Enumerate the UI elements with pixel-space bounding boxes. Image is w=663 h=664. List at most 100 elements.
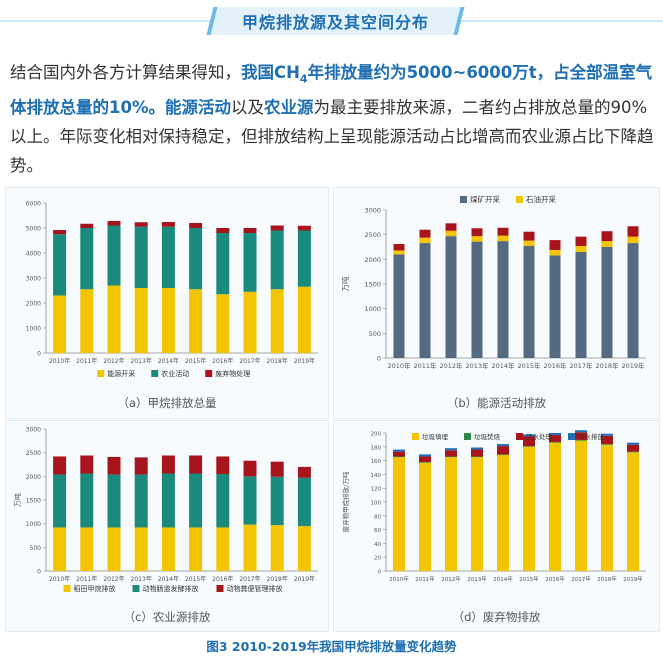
chart-c: 0 500 1000 1500 2000 2500 3000 万吨 2010年 2011年 2012… <box>13 427 318 593</box>
bar-垃圾填埋-2018年 <box>601 444 613 571</box>
intro-paragraph: 结合国内外各方计算结果得知，我国CH4年排放量约为5000~6000万t，占全部… <box>10 58 658 180</box>
y-tick-label: 0 <box>37 569 41 576</box>
bar-石油开采-2016年 <box>549 249 561 256</box>
intro-bold-1: 我国CH4年排放量约为5000~6000万t，占全部温室气体排放总量的10%。 <box>10 63 653 118</box>
bar-污水排放-2013年 <box>471 447 483 450</box>
bar-污水排放-2015年 <box>523 434 535 437</box>
y-tick-label: 20 <box>374 556 381 562</box>
bar-series-2-2018年 <box>601 231 613 242</box>
section-banner: 甲烷排放源及其空间分布 <box>0 0 663 42</box>
bar-动物肠道发酵排放-2015年 <box>189 473 203 528</box>
bar-污水处理-2019年 <box>627 444 639 452</box>
bar-污水排放-2014年 <box>497 444 509 447</box>
bar-煤矿开采-2011年 <box>419 243 431 358</box>
y-tick-label: 5000 <box>26 226 41 233</box>
x-tick-label: 2017年 <box>569 361 593 370</box>
chart-panel-c: 0 500 1000 1500 2000 2500 3000 万吨 2010年 2011年 2012… <box>5 420 329 632</box>
bar-能源开采-2012年 <box>107 285 121 353</box>
x-tick-label: 2018年 <box>267 357 288 365</box>
y-tick-label: 2000 <box>26 301 41 308</box>
bar-石油开采-2012年 <box>445 230 457 237</box>
bar-煤矿开采-2017年 <box>575 251 587 358</box>
bar-农业活动-2016年 <box>216 233 230 295</box>
bar-稻田甲烷排放-2012年 <box>107 527 121 571</box>
bar-垃圾填埋-2011年 <box>419 462 431 571</box>
bar-废弃物处理-2014年 <box>161 222 175 227</box>
bar-动物粪便管理排放-2014年 <box>161 455 175 474</box>
y-tick-label: 1000 <box>26 521 41 528</box>
bar-动物粪便管理排放-2013年 <box>134 457 148 475</box>
x-tick-label: 2018年 <box>595 361 619 370</box>
bar-动物粪便管理排放-2011年 <box>80 455 94 474</box>
legend-swatch-动物粪便管理排放 <box>216 585 224 592</box>
legend-label-石油开采: 石油开采 <box>526 194 556 204</box>
y-tick-label: 0 <box>377 355 381 363</box>
bar-污水排放-2011年 <box>419 454 431 457</box>
bar-废弃物处理-2010年 <box>53 230 67 235</box>
y-tick-label: 160 <box>371 459 382 465</box>
intro-bold-agri: 农业源 <box>264 98 314 118</box>
x-tick-label: 2017年 <box>239 357 260 365</box>
bar-动物粪便管理排放-2018年 <box>270 461 284 477</box>
y-tick-label: 0 <box>37 351 41 358</box>
y-tick-label: 80 <box>374 514 381 520</box>
bar-能源开采-2011年 <box>80 289 94 353</box>
x-tick-label: 2012年 <box>103 357 124 365</box>
bar-垃圾焚烧-2018年 <box>601 444 613 445</box>
bar-稻田甲烷排放-2015年 <box>189 527 203 571</box>
y-tick-label: 40 <box>374 542 381 548</box>
legend-swatch-农业活动 <box>151 370 159 377</box>
bar-废弃物处理-2013年 <box>134 222 148 227</box>
bar-动物粪便管理排放-2019年 <box>297 466 311 478</box>
x-tick-label: 2010年 <box>387 361 411 370</box>
bar-series-2-2016年 <box>549 240 561 250</box>
bar-series-2-2013年 <box>471 228 483 237</box>
y-tick-label: 200 <box>371 432 382 438</box>
bar-动物粪便管理排放-2015年 <box>189 455 203 474</box>
x-tick-label: 2018年 <box>597 575 617 583</box>
bar-动物粪便管理排放-2010年 <box>53 456 67 475</box>
x-tick-label: 2011年 <box>413 361 437 370</box>
bar-动物粪便管理排放-2012年 <box>107 456 121 475</box>
intro-text-2: 以及 <box>231 98 264 118</box>
bar-能源开采-2013年 <box>134 288 148 353</box>
x-tick-label: 2010年 <box>49 357 70 365</box>
legend-swatch-废弃物处理 <box>205 370 213 377</box>
x-tick-label: 2019年 <box>621 361 645 370</box>
legend-label-垃圾焚烧: 垃圾焚烧 <box>474 432 501 441</box>
chart-a: 0 1000 2000 3000 4000 5000 6000 2010年 2011年 2012年… <box>26 201 318 378</box>
intro-text-1: 结合国内外各方计算结果得知， <box>10 63 241 82</box>
bar-稻田甲烷排放-2010年 <box>53 527 67 571</box>
bar-垃圾填埋-2013年 <box>471 457 483 571</box>
y-tick-label: 1000 <box>364 305 381 313</box>
bar-石油开采-2014年 <box>497 235 509 242</box>
y-tick-label: 500 <box>369 330 381 338</box>
x-tick-label: 2012年 <box>441 575 461 583</box>
x-tick-label: 2010年 <box>389 575 409 583</box>
legend-swatch-污水处理 <box>516 433 523 440</box>
x-tick-label: 2015年 <box>185 575 206 583</box>
bar-农业活动-2017年 <box>243 233 257 292</box>
legend-swatch-石油开采 <box>516 196 523 203</box>
bar-series-2-2019年 <box>627 226 639 237</box>
y-tick-label: 100 <box>371 501 382 507</box>
chart-c-caption: （c）农业源排放 <box>123 610 211 624</box>
bar-垃圾填埋-2017年 <box>575 440 587 571</box>
bar-农业活动-2011年 <box>80 228 94 290</box>
bar-污水处理-2016年 <box>549 435 561 442</box>
legend-label-稻田甲烷排放: 稻田甲烷排放 <box>74 584 116 593</box>
bar-污水处理-2012年 <box>445 450 457 457</box>
y-tick-label: 6000 <box>26 201 41 208</box>
bar-农业活动-2012年 <box>107 225 121 286</box>
bar-垃圾焚烧-2012年 <box>445 456 457 458</box>
legend-label-污水处理: 污水处理 <box>526 432 553 441</box>
y-tick-label: 120 <box>371 487 382 493</box>
x-tick-label: 2015年 <box>517 361 541 370</box>
y-tick-label: 0 <box>378 570 382 576</box>
bar-污水处理-2015年 <box>523 436 535 447</box>
bar-煤矿开采-2010年 <box>393 254 405 358</box>
bar-污水处理-2011年 <box>419 456 431 462</box>
bar-动物肠道发酵排放-2011年 <box>80 473 94 528</box>
bar-农业活动-2018年 <box>270 230 284 290</box>
bar-垃圾焚烧-2014年 <box>497 454 509 456</box>
